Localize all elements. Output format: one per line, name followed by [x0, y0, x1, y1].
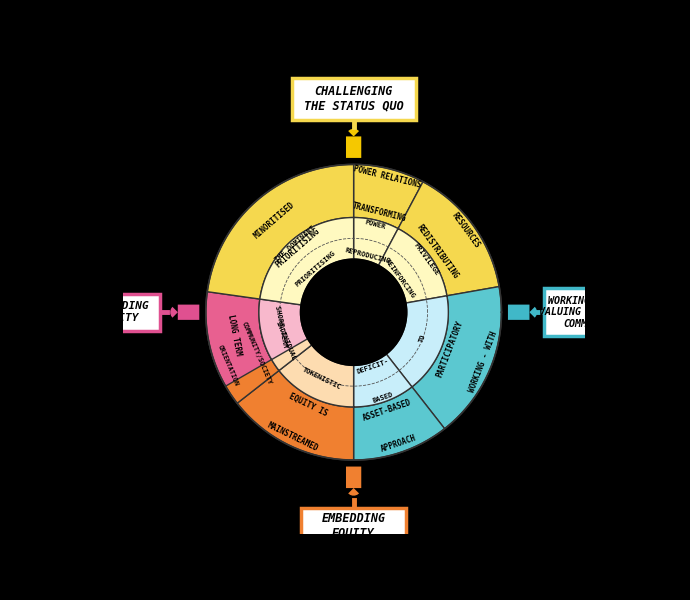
Polygon shape	[237, 371, 353, 460]
Circle shape	[301, 259, 407, 365]
Text: INDIVIDUAL: INDIVIDUAL	[275, 320, 297, 362]
FancyBboxPatch shape	[301, 508, 406, 544]
Polygon shape	[207, 325, 279, 403]
Polygon shape	[260, 218, 353, 305]
Text: SHORT TERM: SHORT TERM	[274, 305, 288, 348]
FancyBboxPatch shape	[292, 78, 415, 119]
Text: POWER: POWER	[364, 220, 386, 230]
Polygon shape	[398, 182, 500, 296]
Text: REDISTRIBUTING: REDISTRIBUTING	[415, 223, 460, 280]
Text: PRIORITISING: PRIORITISING	[273, 226, 322, 269]
Text: MINORITISED: MINORITISED	[252, 200, 296, 241]
Polygon shape	[353, 164, 423, 229]
Text: REPRODUCING: REPRODUCING	[344, 248, 391, 265]
Polygon shape	[353, 354, 412, 407]
Polygon shape	[207, 164, 353, 299]
Polygon shape	[379, 229, 447, 303]
Polygon shape	[412, 287, 502, 429]
Text: POWER RELATIONS: POWER RELATIONS	[353, 164, 422, 190]
Polygon shape	[279, 345, 353, 407]
Polygon shape	[206, 292, 272, 386]
Text: ORIENTATION: ORIENTATION	[217, 344, 239, 387]
Polygon shape	[353, 218, 398, 265]
Text: REINFORCING: REINFORCING	[384, 257, 417, 299]
Text: TO: TO	[418, 334, 427, 344]
Polygon shape	[259, 299, 308, 359]
Text: TRANSFORMING: TRANSFORMING	[351, 201, 406, 223]
Polygon shape	[386, 296, 448, 387]
FancyBboxPatch shape	[544, 289, 649, 336]
Text: RESOURCES: RESOURCES	[451, 211, 482, 250]
Text: APPROACH: APPROACH	[380, 433, 418, 454]
Polygon shape	[353, 387, 444, 460]
Text: COMMUNITIES: COMMUNITIES	[228, 174, 273, 214]
Text: DEFICIT-: DEFICIT-	[355, 358, 389, 375]
Text: MAINSTREAMED: MAINSTREAMED	[266, 421, 319, 454]
Text: WORKING WITH AND
VALUING MINORITISED
COMMUNITIES: WORKING WITH AND VALUING MINORITISED COM…	[539, 296, 653, 329]
Text: ASSET-BASED: ASSET-BASED	[362, 398, 413, 422]
Text: EQUITY IS: EQUITY IS	[288, 392, 329, 418]
Text: PARTICIPATORY: PARTICIPATORY	[435, 320, 465, 379]
Text: CHALLENGING
THE STATUS QUO: CHALLENGING THE STATUS QUO	[304, 85, 404, 113]
Text: THE DOMINANT: THE DOMINANT	[273, 225, 316, 263]
Text: WORKING - WITH: WORKING - WITH	[468, 330, 500, 394]
Text: EXTENDING
EQUITY: EXTENDING EQUITY	[88, 301, 149, 323]
Text: TOKENISTIC: TOKENISTIC	[301, 367, 342, 391]
Text: LONG TERM: LONG TERM	[226, 314, 243, 356]
Text: PRIORITISING: PRIORITISING	[295, 250, 337, 287]
Text: EMBEDDING
EQUITY: EMBEDDING EQUITY	[322, 512, 386, 539]
Text: PRIVILEGE: PRIVILEGE	[413, 242, 440, 277]
Polygon shape	[260, 320, 312, 371]
FancyBboxPatch shape	[78, 294, 160, 331]
Text: COMMUNITY/SOCIETY: COMMUNITY/SOCIETY	[240, 321, 273, 386]
Text: BASED: BASED	[372, 391, 394, 404]
